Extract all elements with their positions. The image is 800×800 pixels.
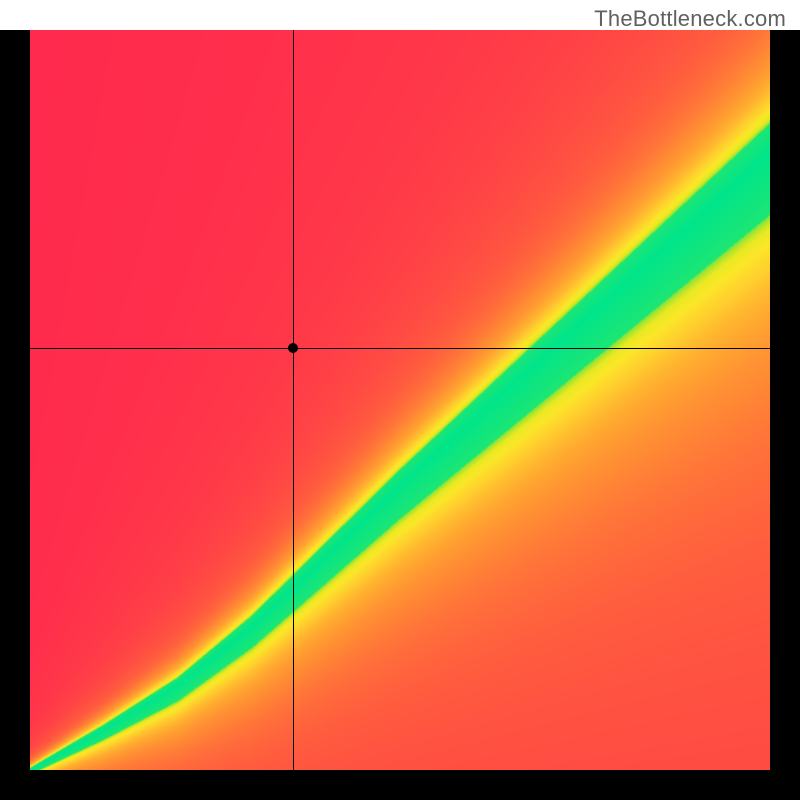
chart-container: TheBottleneck.com	[0, 0, 800, 800]
heatmap-canvas	[30, 30, 770, 770]
watermark-text: TheBottleneck.com	[594, 6, 786, 32]
crosshair-horizontal	[30, 348, 770, 349]
plot-area	[30, 30, 770, 770]
chart-frame	[0, 30, 800, 800]
crosshair-marker	[288, 343, 298, 353]
crosshair-vertical	[293, 30, 294, 770]
